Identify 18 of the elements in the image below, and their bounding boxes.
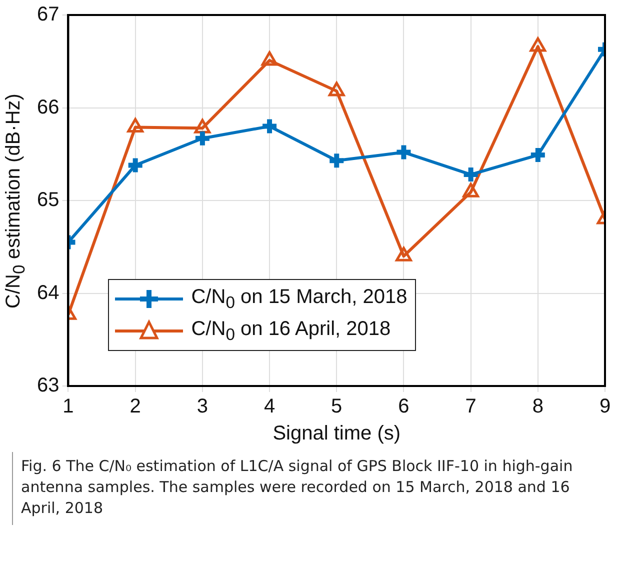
x-tick-label: 9 (599, 396, 611, 418)
x-tick-label: 2 (130, 396, 141, 418)
y-tick-label: 64 (36, 282, 60, 304)
x-tick-label: 4 (264, 396, 276, 418)
legend-label: C/N$_{0}$ on 15 March, 2018 (191, 286, 408, 312)
y-tick-label: 65 (36, 189, 60, 212)
y-tick-label: 67 (36, 4, 60, 26)
x-tick-label: 5 (331, 396, 342, 418)
x-tick-label: 6 (398, 396, 410, 418)
x-axis-title: Signal time (s) (272, 422, 401, 445)
legend-label: C/N$_{0}$ on 16 April, 2018 (191, 318, 391, 344)
caption: Fig. 6 The C/N₀ estimation of L1C/A signal of GPS Block IIF-10 in high-gain antenna samples. The samples were recorded on 15 March, 2018 and 16 April, 2018 (21, 456, 574, 519)
x-tick-label: 8 (532, 396, 544, 418)
y-tick-label: 66 (36, 96, 60, 118)
y-tick-label: 63 (36, 374, 60, 397)
x-tick-label: 7 (465, 396, 476, 418)
x-tick-label: 3 (196, 396, 208, 418)
x-tick-label: 1 (62, 396, 74, 418)
